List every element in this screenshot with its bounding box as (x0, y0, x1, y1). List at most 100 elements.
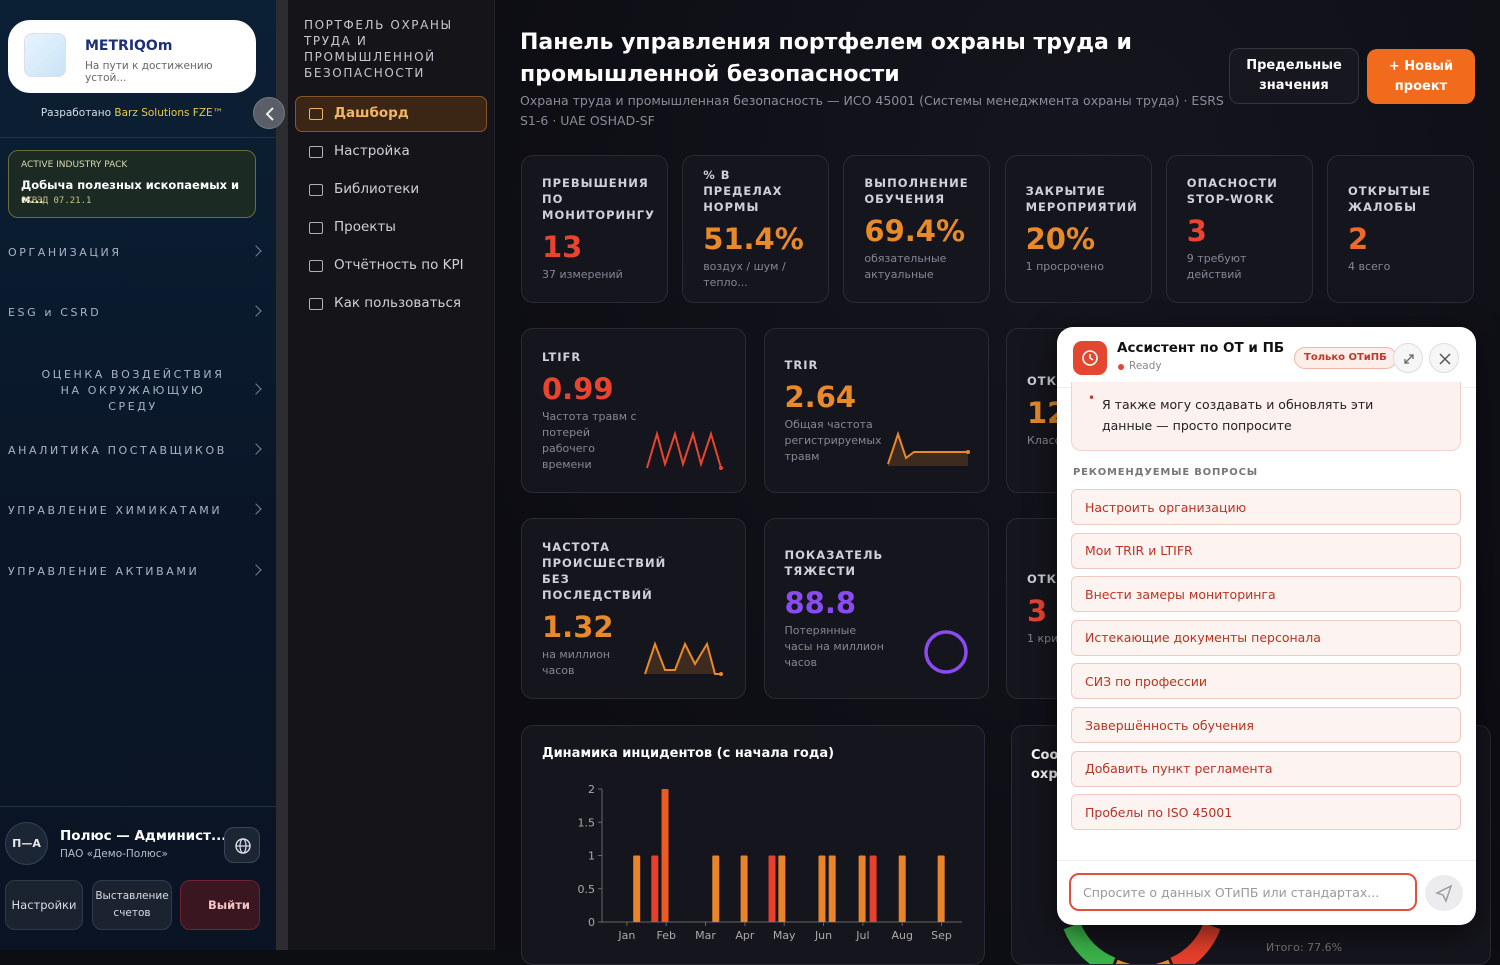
nav-icon (309, 260, 323, 272)
sparkline (646, 430, 723, 470)
developed-label: Разработано (40, 107, 112, 119)
side-panel-total: Итого: 77.6% (1266, 941, 1343, 954)
expand-icon (1404, 354, 1414, 364)
card-note: 1 кри (1027, 631, 1059, 645)
send-icon (1435, 884, 1453, 903)
card-label: Опасности Stop-Work (1186, 176, 1278, 206)
metrics-card: LTIFR 0.99 Частота травм с потерей рабочег… (521, 328, 746, 493)
logout-button[interactable]: Выйти (180, 880, 260, 930)
assistant-title: Ассистент по ОТ и ПБ (1117, 340, 1285, 356)
pack-code: ОКВЭД 07.21.1 (21, 196, 92, 206)
avatar: П—А (5, 822, 48, 865)
chart: Динамика инцидентов (с начала года) 0 0.5… (542, 746, 962, 942)
send-button[interactable] (1425, 875, 1463, 911)
card-label: Закрытие мероприятий (1025, 184, 1138, 214)
close-button[interactable] (1429, 343, 1459, 373)
card-value: 2 (1348, 222, 1369, 256)
x-tick-label: Jun (814, 929, 832, 942)
logo-icon (24, 33, 66, 77)
card-note: на миллион часов (542, 647, 611, 677)
kpis-card: % в пределах нормы 51.4% воздух / шум / те… (682, 155, 830, 303)
chevron (250, 442, 262, 455)
scrollbar (276, 0, 288, 950)
language-button[interactable] (224, 827, 260, 863)
collapse-button[interactable] (253, 97, 285, 129)
section-nav[interactable]: ОЦЕНКА ВОЗДЕЙСТВИЯ НА ОКРУЖАЮЩУЮ СРЕДУ (8, 367, 262, 415)
nav-item[interactable]: Дашборд (334, 105, 409, 121)
bar (712, 855, 720, 922)
x-tick-label: Aug (891, 929, 912, 942)
card-note: 4 всего (1348, 260, 1391, 273)
bar (778, 855, 786, 922)
card-label: LTIFR (542, 349, 582, 364)
card-value: 2.64 (784, 379, 857, 414)
nav-icon (309, 222, 323, 234)
card-note: Потерянные часы на миллион часов (784, 623, 884, 669)
card-note: воздух / шум / тепло... (703, 260, 786, 289)
chevron (250, 383, 262, 395)
card-note: 1 просрочено (1025, 260, 1104, 273)
logo-card[interactable]: METRIQOm На пути к достижению устой... (8, 20, 256, 93)
card-label: TRIR (784, 357, 819, 372)
suggestion[interactable]: Внести замеры мониторинга (1071, 576, 1461, 613)
assistant-icon (1073, 341, 1107, 375)
sparkline (886, 430, 970, 466)
suggestion[interactable]: Мои TRIR и LTIFR (1071, 532, 1461, 569)
nav-item[interactable]: Проекты (334, 219, 396, 235)
suggestion[interactable]: Настроить организацию (1071, 489, 1461, 525)
suggestion[interactable]: Истекающие документы персонала (1071, 619, 1461, 656)
limits-button[interactable]: Предельные значения (1229, 48, 1359, 104)
bar (633, 855, 641, 922)
card-note: Общая частота регистрируемых травм (784, 417, 882, 463)
card-label: Частота происшествий без последствий (542, 539, 667, 602)
chevron (250, 304, 262, 317)
suggestion[interactable]: Завершённость обучения (1071, 707, 1461, 743)
card-value: 20% (1025, 222, 1096, 256)
suggestion[interactable]: Добавить пункт регламента (1071, 750, 1461, 787)
suggest-heading: РЕКОМЕНДУЕМЫЕ ВОПРОСЫ (1073, 467, 1258, 478)
x-tick-label: Jul (855, 929, 869, 942)
section-nav[interactable]: УПРАВЛЕНИЕ ХИМИКАТАМИ (8, 502, 262, 517)
section-nav[interactable]: ESG и CSRD (8, 304, 262, 319)
billing-button[interactable]: Выставление счетов (92, 880, 172, 930)
industry-pack[interactable]: ACTIVE INDUSTRY PACK Добыча полезных иск… (8, 150, 256, 218)
card-note: обязательные актуальные (864, 252, 947, 281)
section-nav[interactable]: ОРГАНИЗАЦИЯ (8, 244, 262, 259)
card-value: 88.8 (784, 585, 857, 620)
kpis-card: Выполнение обучения 69.4% обязательные акт… (843, 155, 991, 303)
suggestion[interactable]: Пробелы по ISO 45001 (1071, 794, 1461, 831)
metrics-card: Показатель тяжести 88.8 Потерянные часы на… (763, 518, 989, 699)
user-org: ПАО «Демо-Полюс» (60, 848, 168, 860)
active-nav[interactable] (295, 96, 487, 132)
y-tick-label: 1 (588, 850, 595, 863)
chart-title: Динамика инцидентов (с начала года) (542, 746, 834, 761)
close-icon (1439, 353, 1451, 365)
nav-item[interactable]: Библиотеки (334, 181, 420, 197)
chat-input[interactable]: Спросите о данных ОТиПБ или стандартах..… (1069, 873, 1417, 911)
scope-badge: Только ОТиПБ (1294, 347, 1397, 369)
sparkline (923, 630, 968, 674)
assistant-status: Ready (1129, 360, 1162, 372)
section-nav[interactable]: АНАЛИТИКА ПОСТАВЩИКОВ (8, 442, 262, 457)
clock-icon (1082, 350, 1098, 366)
nav-item[interactable]: Настройка (334, 143, 410, 159)
bar (898, 855, 906, 922)
y-tick-label: 1.5 (578, 816, 596, 829)
card-label: Показатель тяжести (784, 547, 884, 578)
x-tick-label: Apr (735, 929, 755, 942)
nav-item[interactable]: Как пользоваться (334, 295, 462, 311)
settings-button[interactable]: Настройки (5, 880, 83, 930)
chevron (250, 244, 262, 257)
nav-item[interactable]: Отчётность по KPI (334, 257, 464, 273)
divider (0, 137, 276, 138)
new-project-button[interactable]: + Новый проект (1367, 49, 1475, 104)
card-label: Превышения по мониторингу (542, 176, 655, 222)
section-nav[interactable]: УПРАВЛЕНИЕ АКТИВАМИ (8, 563, 262, 578)
suggestion[interactable]: СИЗ по профессии (1071, 663, 1461, 700)
card-label: Выполнение обучения (864, 176, 969, 206)
card-value: 51.4% (703, 222, 804, 256)
card-label: % в пределах нормы (703, 168, 783, 214)
expand-button[interactable] (1393, 343, 1423, 373)
divider (0, 806, 276, 807)
bar (828, 855, 836, 922)
